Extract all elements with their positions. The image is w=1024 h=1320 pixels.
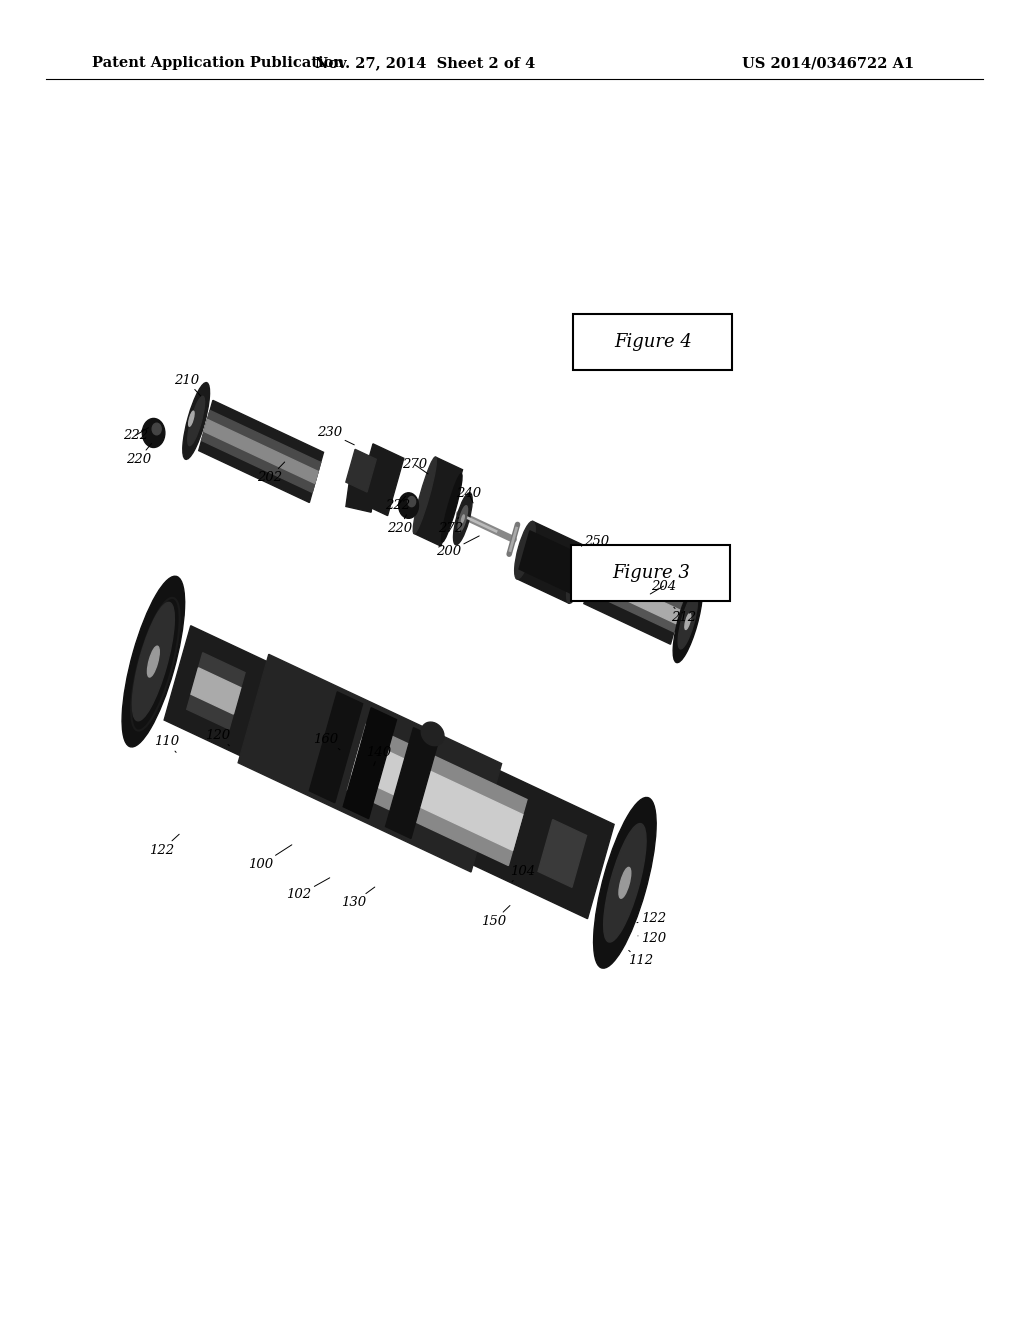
Ellipse shape <box>678 594 697 649</box>
Ellipse shape <box>408 496 416 507</box>
Text: US 2014/0346722 A1: US 2014/0346722 A1 <box>742 57 914 70</box>
Ellipse shape <box>604 824 646 942</box>
Polygon shape <box>164 626 614 919</box>
Text: Nov. 27, 2014  Sheet 2 of 4: Nov. 27, 2014 Sheet 2 of 4 <box>314 57 536 70</box>
Polygon shape <box>346 466 377 512</box>
FancyBboxPatch shape <box>573 314 732 370</box>
Text: 204: 204 <box>650 579 676 594</box>
Polygon shape <box>588 561 682 632</box>
Ellipse shape <box>515 521 536 579</box>
Ellipse shape <box>566 545 587 603</box>
Polygon shape <box>351 739 522 850</box>
Text: 230: 230 <box>317 426 354 445</box>
Text: 272: 272 <box>438 517 463 535</box>
Ellipse shape <box>673 581 702 663</box>
Polygon shape <box>516 521 586 603</box>
Ellipse shape <box>458 506 468 532</box>
Text: 200: 200 <box>436 536 479 558</box>
Ellipse shape <box>122 577 184 747</box>
Ellipse shape <box>147 647 160 677</box>
Ellipse shape <box>182 383 210 459</box>
Text: 160: 160 <box>313 733 340 750</box>
Text: 250: 250 <box>582 535 609 548</box>
Text: 122: 122 <box>637 912 666 925</box>
Text: Patent Application Publication: Patent Application Publication <box>92 57 344 70</box>
Text: 202: 202 <box>257 462 285 484</box>
Text: 104: 104 <box>510 865 535 882</box>
Text: 140: 140 <box>367 746 391 766</box>
Polygon shape <box>538 820 587 887</box>
Text: 150: 150 <box>481 906 510 928</box>
Ellipse shape <box>454 492 472 545</box>
Text: 220: 220 <box>387 515 412 535</box>
Text: 212: 212 <box>672 607 696 624</box>
Ellipse shape <box>153 424 161 434</box>
Polygon shape <box>199 400 324 503</box>
Ellipse shape <box>462 515 464 523</box>
Ellipse shape <box>441 474 462 543</box>
Ellipse shape <box>398 492 419 519</box>
Ellipse shape <box>187 396 205 446</box>
Ellipse shape <box>421 722 444 746</box>
Polygon shape <box>204 420 318 483</box>
Text: 110: 110 <box>155 735 179 752</box>
Polygon shape <box>202 411 321 492</box>
Text: 240: 240 <box>457 487 481 503</box>
Text: 120: 120 <box>206 729 230 746</box>
Ellipse shape <box>594 797 656 968</box>
Polygon shape <box>584 549 686 644</box>
Text: 210: 210 <box>174 374 201 396</box>
Text: 112: 112 <box>629 950 653 968</box>
Polygon shape <box>519 531 583 594</box>
Text: 220: 220 <box>126 444 152 466</box>
Text: Figure 3: Figure 3 <box>611 564 690 582</box>
Text: 102: 102 <box>287 878 330 902</box>
Polygon shape <box>343 708 396 818</box>
Polygon shape <box>309 692 362 803</box>
Text: 222: 222 <box>385 496 410 512</box>
Polygon shape <box>386 727 439 838</box>
Ellipse shape <box>685 614 691 630</box>
Text: Figure 4: Figure 4 <box>613 333 692 351</box>
Polygon shape <box>191 668 241 714</box>
Text: 100: 100 <box>249 845 292 871</box>
Polygon shape <box>590 569 680 624</box>
Text: 222: 222 <box>123 428 148 442</box>
Ellipse shape <box>142 418 165 447</box>
Ellipse shape <box>618 867 631 898</box>
Ellipse shape <box>414 457 436 533</box>
Polygon shape <box>239 655 502 873</box>
FancyBboxPatch shape <box>571 545 730 601</box>
Ellipse shape <box>132 602 174 721</box>
Text: 122: 122 <box>150 834 179 857</box>
Polygon shape <box>186 652 245 729</box>
Ellipse shape <box>188 411 195 426</box>
Text: 120: 120 <box>638 932 666 945</box>
Text: 270: 270 <box>402 458 428 474</box>
Polygon shape <box>356 444 403 516</box>
Polygon shape <box>347 725 527 866</box>
Polygon shape <box>414 457 463 546</box>
Polygon shape <box>346 449 376 492</box>
Text: 130: 130 <box>341 887 375 909</box>
